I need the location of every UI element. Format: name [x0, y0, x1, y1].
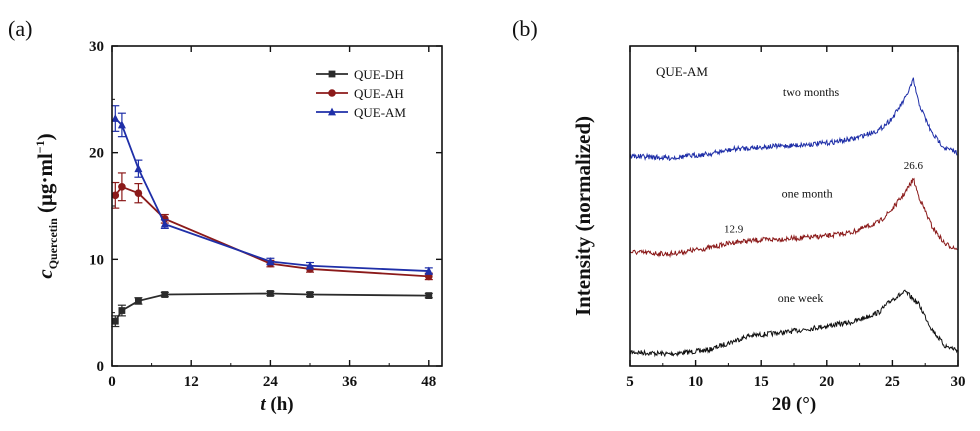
- data-point-que-ah: [118, 183, 126, 191]
- data-point-que-am: [266, 257, 275, 265]
- data-point-que-am: [160, 219, 169, 228]
- data-point-que-dh: [425, 292, 433, 299]
- legend-marker-que-am: [328, 107, 336, 116]
- chart-b-title: QUE-AM: [656, 64, 708, 79]
- xrd-pattern-one-week: [629, 289, 958, 358]
- data-point-que-ah: [134, 189, 143, 197]
- xrd-pattern-one-month: [629, 177, 958, 259]
- panel-b-label: (b): [512, 16, 538, 41]
- data-point-que-dh: [135, 297, 142, 305]
- data-point-que-dh: [306, 291, 314, 298]
- chart-b-x-tick-label: 30: [951, 374, 966, 390]
- chart-b-y-axis-title: Intensity (normalized): [571, 116, 595, 316]
- chart-a: 0 12 24 36 48 0 10 20 30 QUE-DH QUE-AH QUE-AM t (h…: [33, 39, 443, 415]
- chart-a-y-tick-label: 0: [97, 359, 105, 375]
- data-point-que-am: [134, 164, 143, 173]
- legend-label-que-ah: QUE-AH: [354, 86, 404, 101]
- data-point-que-am: [306, 261, 314, 270]
- chart-a-x-tick-label: 48: [421, 374, 436, 390]
- chart-a-x-axis-title: t (h): [260, 394, 293, 415]
- data-point-que-am: [117, 120, 126, 129]
- chart-a-legend: QUE-DH QUE-AH QUE-AM: [316, 67, 406, 120]
- chart-b-x-tick-label: 10: [688, 374, 703, 390]
- data-point-que-dh: [111, 317, 119, 325]
- legend-marker-que-ah: [328, 89, 336, 97]
- data-point-que-dh: [267, 290, 274, 297]
- pattern-label-two-months: two months: [783, 85, 840, 99]
- data-point-que-am: [424, 266, 433, 275]
- series-que-dh: [111, 290, 433, 328]
- data-point-que-am: [111, 114, 120, 122]
- series-line-que-am: [114, 117, 429, 272]
- chart-b: 5 10 15 20 25 30 one week one month two months 2…: [571, 45, 966, 415]
- legend-label-que-dh: QUE-DH: [354, 67, 404, 82]
- legend-label-que-am: QUE-AM: [354, 105, 406, 120]
- chart-b-x-tick-label: 25: [885, 374, 900, 390]
- peak-annotation: 12.9: [724, 223, 744, 235]
- chart-b-x-tick-label: 15: [754, 374, 769, 390]
- chart-a-y-axis-title: cQuercetin (μg·ml−1): [33, 133, 60, 278]
- data-point-que-dh: [118, 307, 126, 314]
- xrd-pattern-two-months: [629, 77, 958, 162]
- peak-annotation: 26.6: [904, 160, 924, 172]
- chart-a-x-tick-label: 36: [342, 374, 358, 390]
- chart-a-x-tick-label: 0: [108, 374, 116, 390]
- chart-b-x-tick-label: 5: [626, 374, 634, 390]
- data-point-que-dh: [161, 291, 169, 298]
- chart-a-y-tick-label: 20: [89, 146, 104, 162]
- series-que-am: [111, 105, 433, 275]
- chart-b-x-tick-label: 20: [819, 374, 834, 390]
- legend-marker-que-dh: [328, 70, 336, 78]
- panel-a-label: (a): [8, 16, 32, 41]
- chart-a-y-tick-label: 10: [89, 252, 104, 268]
- chart-a-y-tick-label: 30: [89, 39, 104, 55]
- chart-b-x-axis-title: 2θ (°): [772, 394, 816, 415]
- pattern-label-one-month: one month: [782, 187, 833, 201]
- pattern-label-one-week: one week: [778, 291, 824, 305]
- data-point-que-ah: [111, 191, 120, 200]
- chart-a-x-tick-label: 12: [184, 374, 199, 390]
- chart-a-x-tick-label: 24: [263, 374, 279, 390]
